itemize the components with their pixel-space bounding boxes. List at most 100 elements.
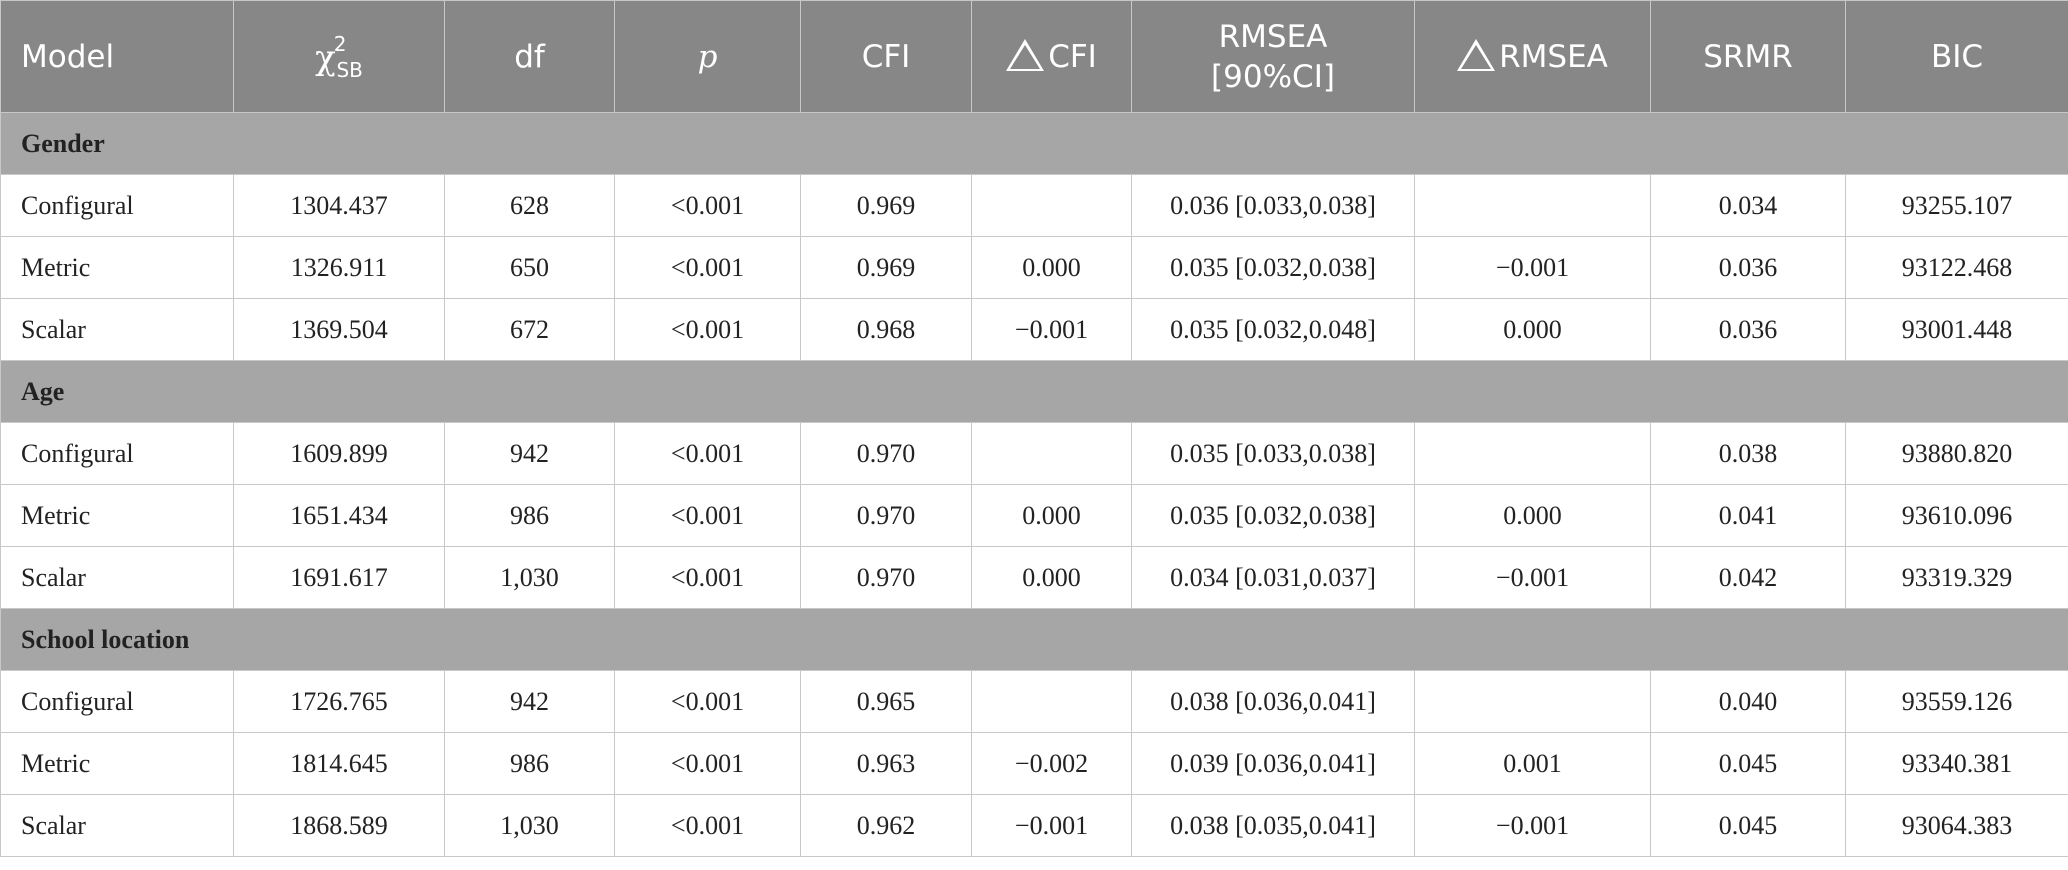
chi-symbol: χ bbox=[315, 37, 336, 78]
cell-df: 650 bbox=[444, 236, 615, 299]
table-row: Scalar 1691.617 1,030 <0.001 0.970 0.000 0.034… bbox=[0, 546, 2068, 609]
col-header-p-label: p bbox=[697, 38, 718, 75]
cell-cfi: 0.962 bbox=[800, 794, 972, 857]
group-label: Gender bbox=[0, 112, 2068, 175]
cell-rmsea: 0.034 [0.031,0.037] bbox=[1131, 546, 1415, 609]
cell-model: Metric bbox=[0, 732, 234, 795]
group-row: School location bbox=[0, 608, 2068, 671]
cell-drmsea: 0.001 bbox=[1414, 732, 1651, 795]
cell-dcfi bbox=[971, 670, 1132, 733]
cell-chi2: 1814.645 bbox=[233, 732, 445, 795]
cell-model: Configural bbox=[0, 174, 234, 237]
group-row: Age bbox=[0, 360, 2068, 423]
col-header-delta-rmsea: RMSEA bbox=[1414, 0, 1651, 113]
cell-drmsea bbox=[1414, 422, 1651, 485]
table-row: Configural 1304.437 628 <0.001 0.969 0.036 [0… bbox=[0, 174, 2068, 237]
cell-bic: 93122.468 bbox=[1845, 236, 2068, 299]
cell-df: 986 bbox=[444, 484, 615, 547]
cell-rmsea: 0.039 [0.036,0.041] bbox=[1131, 732, 1415, 795]
cell-chi2: 1726.765 bbox=[233, 670, 445, 733]
table-row: Scalar 1369.504 672 <0.001 0.968 −0.001 0.035 … bbox=[0, 298, 2068, 361]
cell-df: 1,030 bbox=[444, 546, 615, 609]
cell-df: 942 bbox=[444, 422, 615, 485]
col-header-rmsea: RMSEA [90%CI] bbox=[1131, 0, 1415, 113]
cell-df: 628 bbox=[444, 174, 615, 237]
cell-model: Scalar bbox=[0, 546, 234, 609]
cell-df: 986 bbox=[444, 732, 615, 795]
cell-p: <0.001 bbox=[614, 422, 801, 485]
cell-cfi: 0.970 bbox=[800, 484, 972, 547]
cell-cfi: 0.968 bbox=[800, 298, 972, 361]
cell-dcfi bbox=[971, 422, 1132, 485]
group-label: Age bbox=[0, 360, 2068, 423]
cell-p: <0.001 bbox=[614, 236, 801, 299]
cell-cfi: 0.965 bbox=[800, 670, 972, 733]
cell-cfi: 0.970 bbox=[800, 546, 972, 609]
table-body: Gender Configural 1304.437 628 <0.001 0.969 0.… bbox=[0, 112, 2068, 857]
col-header-rmsea-line2: [90%CI] bbox=[1211, 58, 1335, 95]
cell-model: Configural bbox=[0, 670, 234, 733]
cell-dcfi: −0.001 bbox=[971, 298, 1132, 361]
cell-bic: 93319.329 bbox=[1845, 546, 2068, 609]
cell-cfi: 0.970 bbox=[800, 422, 972, 485]
delta-triangle-icon bbox=[1457, 38, 1496, 71]
chi-superscript: 2 bbox=[333, 31, 347, 56]
cell-rmsea: 0.038 [0.035,0.041] bbox=[1131, 794, 1415, 857]
table-row: Configural 1609.899 942 <0.001 0.970 0.035 [0… bbox=[0, 422, 2068, 485]
cell-dcfi: 0.000 bbox=[971, 546, 1132, 609]
cell-cfi: 0.969 bbox=[800, 174, 972, 237]
table-row: Metric 1326.911 650 <0.001 0.969 0.000 0.035 [… bbox=[0, 236, 2068, 299]
cell-srmr: 0.040 bbox=[1650, 670, 1846, 733]
cell-p: <0.001 bbox=[614, 298, 801, 361]
cell-cfi: 0.963 bbox=[800, 732, 972, 795]
col-header-bic: BIC bbox=[1845, 0, 2068, 113]
cell-chi2: 1304.437 bbox=[233, 174, 445, 237]
cell-chi2: 1326.911 bbox=[233, 236, 445, 299]
cell-p: <0.001 bbox=[614, 174, 801, 237]
table-row: Scalar 1868.589 1,030 <0.001 0.962 −0.001 0.03… bbox=[0, 794, 2068, 857]
table-row: Metric 1651.434 986 <0.001 0.970 0.000 0.035 [… bbox=[0, 484, 2068, 547]
col-header-delta-cfi-label: CFI bbox=[1048, 38, 1097, 75]
delta-triangle-icon bbox=[1006, 38, 1045, 71]
cell-p: <0.001 bbox=[614, 670, 801, 733]
cell-bic: 93255.107 bbox=[1845, 174, 2068, 237]
cell-drmsea: −0.001 bbox=[1414, 546, 1651, 609]
cell-bic: 93610.096 bbox=[1845, 484, 2068, 547]
cell-rmsea: 0.035 [0.032,0.038] bbox=[1131, 484, 1415, 547]
col-header-srmr: SRMR bbox=[1650, 0, 1846, 113]
cell-cfi: 0.969 bbox=[800, 236, 972, 299]
col-header-delta-cfi: CFI bbox=[971, 0, 1132, 113]
cell-model: Scalar bbox=[0, 794, 234, 857]
cell-drmsea: 0.000 bbox=[1414, 484, 1651, 547]
header-row: Model χ2SB df p CFI CFI RMSEA [90%CI] RMS… bbox=[0, 0, 2068, 113]
cell-drmsea: −0.001 bbox=[1414, 794, 1651, 857]
chi-subscript: SB bbox=[336, 57, 363, 82]
col-header-srmr-label: SRMR bbox=[1703, 38, 1793, 75]
cell-drmsea bbox=[1414, 174, 1651, 237]
col-header-cfi: CFI bbox=[800, 0, 972, 113]
cell-dcfi: −0.002 bbox=[971, 732, 1132, 795]
cell-chi2: 1609.899 bbox=[233, 422, 445, 485]
table-row: Metric 1814.645 986 <0.001 0.963 −0.002 0.039 … bbox=[0, 732, 2068, 795]
cell-drmsea: −0.001 bbox=[1414, 236, 1651, 299]
cell-df: 672 bbox=[444, 298, 615, 361]
cell-model: Configural bbox=[0, 422, 234, 485]
cell-dcfi bbox=[971, 174, 1132, 237]
cell-srmr: 0.036 bbox=[1650, 298, 1846, 361]
cell-srmr: 0.034 bbox=[1650, 174, 1846, 237]
cell-bic: 93340.381 bbox=[1845, 732, 2068, 795]
cell-rmsea: 0.038 [0.036,0.041] bbox=[1131, 670, 1415, 733]
cell-dcfi: 0.000 bbox=[971, 236, 1132, 299]
col-header-cfi-label: CFI bbox=[861, 38, 911, 75]
cell-drmsea: 0.000 bbox=[1414, 298, 1651, 361]
col-header-model-label: Model bbox=[21, 38, 115, 75]
cell-srmr: 0.041 bbox=[1650, 484, 1846, 547]
cell-dcfi: 0.000 bbox=[971, 484, 1132, 547]
cell-srmr: 0.042 bbox=[1650, 546, 1846, 609]
cell-chi2: 1868.589 bbox=[233, 794, 445, 857]
cell-rmsea: 0.035 [0.032,0.038] bbox=[1131, 236, 1415, 299]
col-header-delta-rmsea-label: RMSEA bbox=[1499, 38, 1608, 75]
col-header-p: p bbox=[614, 0, 801, 113]
cell-chi2: 1369.504 bbox=[233, 298, 445, 361]
